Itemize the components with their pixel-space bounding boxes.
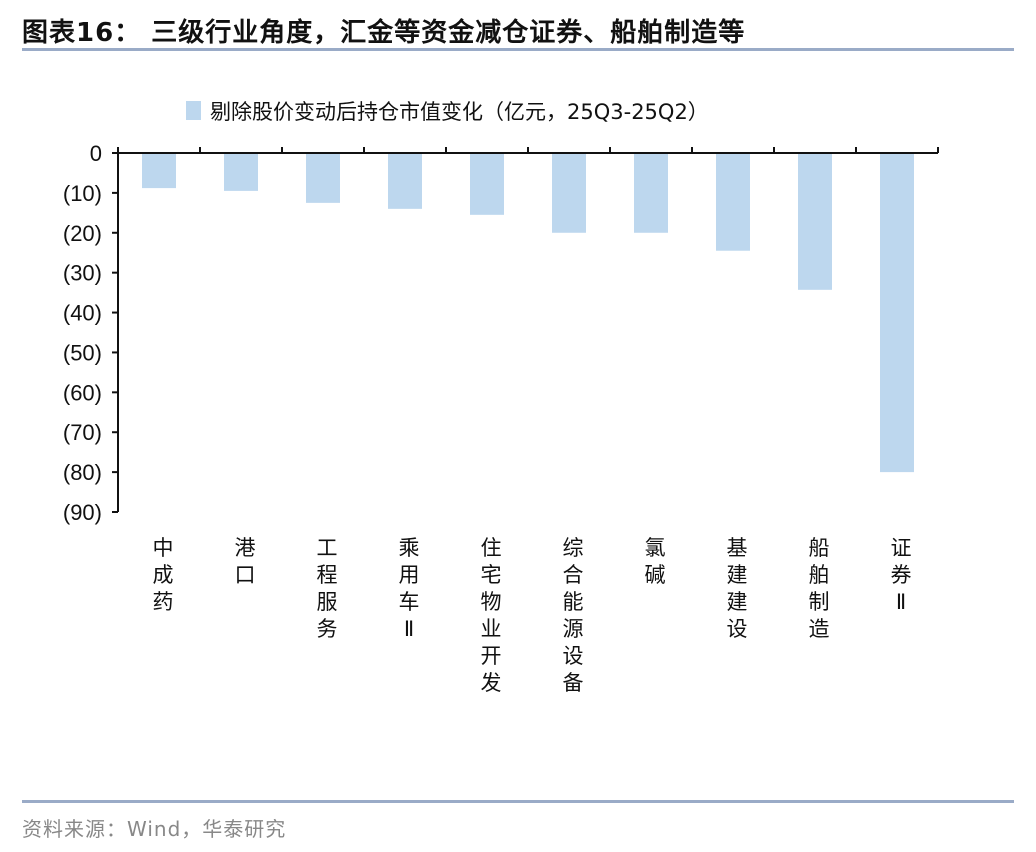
y-tick-label: (70) — [63, 420, 102, 445]
legend-label: 剔除股价变动后持仓市值变化（亿元，25Q3-25Q2） — [210, 100, 709, 124]
bar-6 — [552, 154, 586, 233]
x-tick-label-char: 务 — [317, 617, 338, 641]
x-tick-label-char: 氯 — [645, 536, 666, 560]
x-tick-label-char: 药 — [153, 590, 174, 614]
x-tick-label-char: 港 — [235, 536, 256, 560]
bar-2 — [224, 154, 258, 191]
bar-8 — [716, 154, 750, 251]
x-tick-label-char: 源 — [563, 617, 584, 641]
x-tick-label: 氯碱 — [645, 536, 666, 587]
x-tick-label-char: 开 — [481, 644, 502, 668]
x-tick-label-char: 工 — [317, 536, 338, 560]
x-tick-label-char: 宅 — [481, 563, 502, 587]
x-tick-label-char: Ⅱ — [896, 590, 906, 614]
y-tick-label: 0 — [90, 141, 102, 166]
x-tick-label-char: 综 — [563, 536, 584, 560]
bar-1 — [142, 154, 176, 189]
x-tick-label-char: 合 — [563, 563, 584, 587]
x-tick-label-char: 中 — [153, 536, 174, 560]
x-tick-label-char: 船 — [809, 536, 830, 560]
legend-swatch — [186, 101, 201, 120]
bar-9 — [798, 154, 832, 290]
x-tick-label-char: 建 — [727, 590, 748, 614]
x-tick-label-char: 业 — [481, 617, 502, 641]
y-tick-label: (60) — [63, 380, 102, 405]
x-tick-label-char: 证 — [891, 536, 912, 560]
x-tick-label-char: 券 — [891, 563, 912, 587]
x-tick-label-char: 发 — [481, 671, 502, 695]
bar-5 — [470, 154, 504, 215]
x-tick-label-char: 成 — [153, 563, 174, 587]
y-tick-label: (40) — [63, 301, 102, 326]
x-tick-label-char: 设 — [563, 644, 584, 668]
x-tick-label-char: 用 — [399, 563, 420, 587]
x-tick-label-char: 造 — [809, 617, 830, 641]
x-tick-label: 证券 Ⅱ — [891, 536, 912, 614]
y-tick-label: (30) — [63, 261, 102, 286]
x-tick-label: 船舶制造 — [809, 536, 830, 641]
bar-7 — [634, 154, 668, 233]
y-tick-label: (20) — [63, 221, 102, 246]
x-tick-label-char: 物 — [481, 590, 502, 614]
x-tick-label-char: 舶 — [809, 563, 830, 587]
bar-10 — [880, 154, 914, 473]
bar-chart: 剔除股价变动后持仓市值变化（亿元，25Q3-25Q2） 0 (10) (20) (30)… — [63, 100, 939, 695]
x-tick-label-char: 乘 — [399, 536, 420, 560]
x-tick-label-char: 建 — [727, 563, 748, 587]
x-tick-label-char: 车 — [399, 590, 420, 614]
x-tick-label: 中成药 — [153, 536, 174, 614]
x-tick-label-char: 备 — [563, 671, 584, 695]
x-tick-label-char: 设 — [727, 617, 748, 641]
chart-title: 图表16： 三级行业角度，汇金等资金减仓证券、船舶制造等 — [22, 18, 746, 48]
x-tick-label-char: 住 — [481, 536, 502, 560]
source-note: 资料来源：Wind，华泰研究 — [22, 817, 287, 841]
y-tick-label: (10) — [63, 181, 102, 206]
bar-4 — [388, 154, 422, 209]
x-tick-label-char: 碱 — [645, 563, 666, 587]
y-tick-label: (80) — [63, 460, 102, 485]
x-tick-label: 乘用车 Ⅱ — [399, 536, 420, 641]
x-tick-label-char: 服 — [317, 590, 338, 614]
bar-3 — [306, 154, 340, 203]
x-tick-label-char: Ⅱ — [404, 617, 414, 641]
x-tick-label: 港口 — [235, 536, 256, 587]
x-tick-label-char: 能 — [563, 590, 584, 614]
y-tick-label: (90) — [63, 500, 102, 525]
x-tick-label-char: 制 — [809, 590, 830, 614]
x-tick-label-char: 口 — [235, 563, 256, 587]
footer-divider — [22, 800, 1014, 803]
x-tick-label-char: 程 — [317, 563, 338, 587]
x-tick-label-char: 基 — [727, 536, 748, 560]
title-divider — [22, 48, 1014, 51]
y-tick-label: (50) — [63, 340, 102, 365]
